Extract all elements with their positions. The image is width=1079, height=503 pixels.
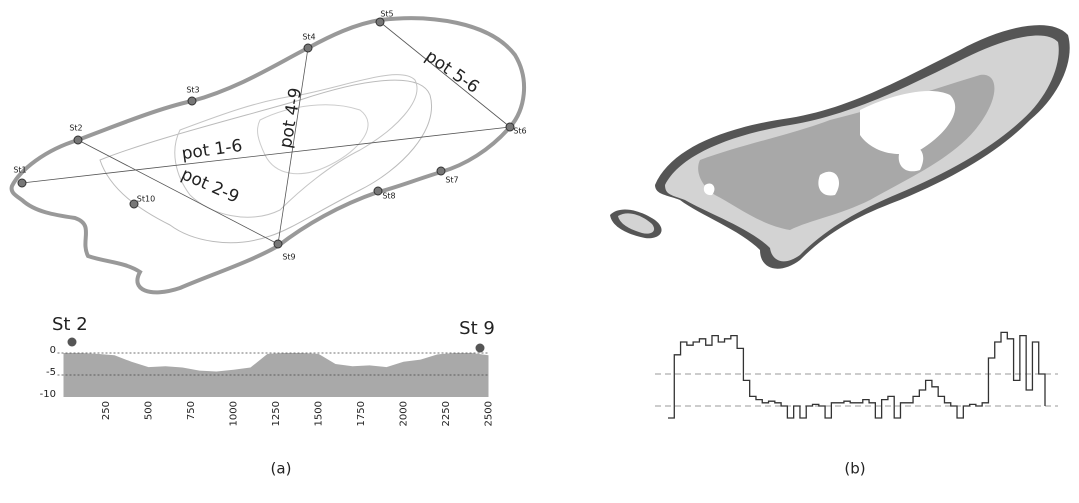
caption: (a) [271, 460, 292, 478]
station-marker [374, 187, 382, 195]
profile-b [655, 332, 1058, 418]
y-tick-label: 0 [50, 345, 56, 356]
x-tick-label: 1250 [271, 401, 282, 426]
station-marker [188, 97, 196, 105]
caption: (b) [844, 460, 865, 478]
station-marker [68, 338, 77, 347]
x-tick-label: 250 [101, 401, 112, 420]
station-label: St2 [69, 124, 82, 133]
depth-profile-a: 0 -5 -10 250 500 750 1000 1250 1500 1750 2000 2250 2… [40, 314, 495, 426]
station-marker [476, 344, 485, 353]
x-tick-label: 1750 [356, 401, 367, 426]
profile-end-label: St 9 [459, 318, 495, 339]
station-label: St8 [382, 192, 395, 201]
station-label: St9 [282, 253, 295, 262]
station-marker [74, 136, 82, 144]
x-tick-label: 750 [186, 401, 197, 420]
island-map-b [610, 25, 1070, 269]
station-marker [376, 18, 384, 26]
profile-start-label: St 2 [52, 314, 88, 335]
station-label: St10 [137, 195, 155, 204]
station-label: St3 [186, 86, 199, 95]
x-tick-label: 2000 [399, 401, 410, 426]
station-marker [437, 167, 445, 175]
figure: St1St2St3St4St5St6St7St8St9St10pot 1-6po… [0, 0, 1079, 503]
station-label: St7 [445, 176, 458, 185]
x-tick-label: 500 [144, 401, 155, 420]
x-tick-label: 1000 [229, 401, 240, 426]
y-tick-label: -10 [40, 389, 56, 400]
station-marker [18, 179, 26, 187]
station-label: St1 [13, 166, 26, 175]
station-label: St5 [380, 10, 393, 19]
station-marker [304, 44, 312, 52]
station-marker [274, 240, 282, 248]
x-tick-label: 1500 [314, 401, 325, 426]
y-tick-label: -5 [46, 367, 56, 378]
station-label: St4 [302, 33, 315, 42]
x-tick-label: 2250 [441, 401, 452, 426]
x-tick-label: 2500 [484, 401, 495, 426]
profile-line [668, 332, 1045, 418]
station-label: St6 [513, 127, 526, 136]
